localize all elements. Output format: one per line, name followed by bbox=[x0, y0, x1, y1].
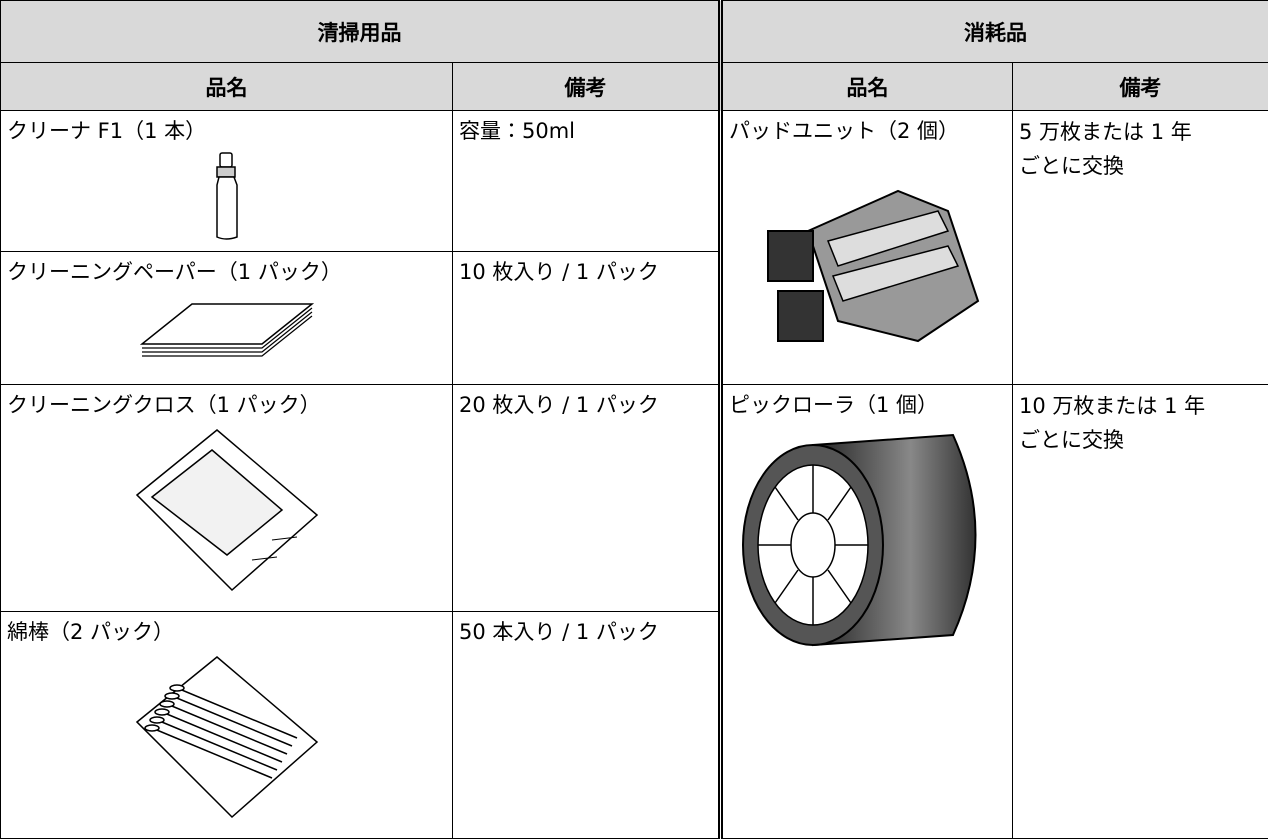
paper-illustration bbox=[137, 292, 317, 362]
roller-illustration bbox=[733, 425, 1003, 655]
note-cell: 容量：50ml bbox=[453, 111, 721, 252]
item-name: クリーニングクロス（1 パック） bbox=[7, 389, 446, 419]
note-cell: 10 万枚または 1 年 ごとに交換 bbox=[1013, 385, 1268, 839]
item-cell: ピックローラ（1 個） bbox=[721, 385, 1013, 839]
item-cell: クリーナ F1（1 本） bbox=[1, 111, 453, 252]
bottle-illustration bbox=[207, 151, 247, 241]
note-cell: 10 枚入り / 1 パック bbox=[453, 252, 721, 385]
item-cell: クリーニングペーパー（1 パック） bbox=[1, 252, 453, 385]
item-name: クリーニングペーパー（1 パック） bbox=[7, 256, 446, 286]
column-header: 備考 bbox=[453, 63, 721, 111]
column-header-row: 品名 備考 品名 備考 bbox=[1, 63, 1268, 111]
cloth-illustration bbox=[132, 425, 322, 600]
item-name: クリーナ F1（1 本） bbox=[7, 115, 446, 145]
column-header: 備考 bbox=[1013, 63, 1268, 111]
group-header: 消耗品 bbox=[721, 1, 1268, 63]
item-note: 20 枚入り / 1 パック bbox=[459, 389, 712, 419]
item-cell: クリーニングクロス（1 パック） bbox=[1, 385, 453, 612]
group-header: 清掃用品 bbox=[1, 1, 721, 63]
item-note: ごとに交換 bbox=[1019, 149, 1262, 183]
item-note: 容量：50ml bbox=[459, 115, 712, 145]
item-note: ごとに交換 bbox=[1019, 423, 1262, 457]
note-cell: 5 万枚または 1 年 ごとに交換 bbox=[1013, 111, 1268, 385]
note-cell: 50 本入り / 1 パック bbox=[453, 612, 721, 839]
column-header: 品名 bbox=[1, 63, 453, 111]
item-name: パッドユニット（2 個） bbox=[729, 115, 1006, 145]
item-cell: 綿棒（2 パック） bbox=[1, 612, 453, 839]
pad-unit-illustration bbox=[748, 151, 988, 351]
item-cell: パッドユニット（2 個） bbox=[721, 111, 1013, 385]
item-note: 10 万枚または 1 年 bbox=[1019, 389, 1262, 423]
item-note: 50 本入り / 1 パック bbox=[459, 616, 712, 646]
group-header-row: 清掃用品 消耗品 bbox=[1, 1, 1268, 63]
item-name: ピックローラ（1 個） bbox=[729, 389, 1006, 419]
swab-illustration bbox=[132, 652, 322, 827]
item-note: 5 万枚または 1 年 bbox=[1019, 115, 1262, 149]
column-header: 品名 bbox=[721, 63, 1013, 111]
item-name: 綿棒（2 パック） bbox=[7, 616, 446, 646]
item-note: 10 枚入り / 1 パック bbox=[459, 256, 712, 286]
note-cell: 20 枚入り / 1 パック bbox=[453, 385, 721, 612]
